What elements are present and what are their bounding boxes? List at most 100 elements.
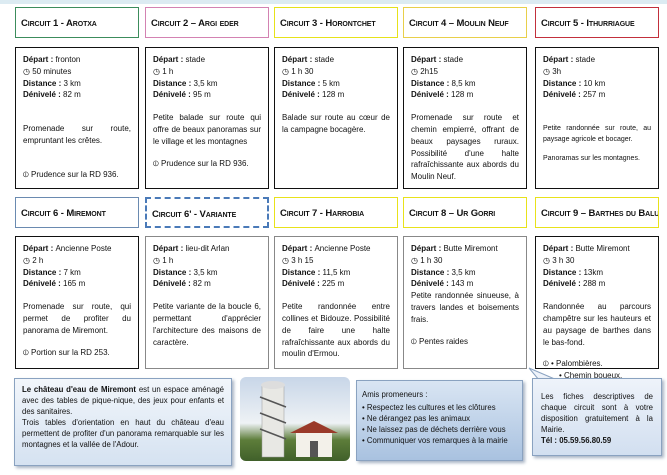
distance-label: Distance : [543, 267, 584, 277]
clock-icon: ◷ [282, 255, 292, 265]
duration-value: 3 h 15 [291, 255, 314, 265]
departure-label: Départ : [282, 55, 315, 64]
description: Balade sur route au cœur de la campagne … [282, 113, 390, 134]
warning-2: • Chemin boueux. [559, 371, 623, 381]
duration: ◷ 1 h 30 [282, 66, 390, 78]
circuit-header: Circuit 9 – Barthes du Baluar [535, 197, 659, 228]
amis-title: Amis promeneurs : [362, 390, 428, 399]
duration-value: 1 h 30 [291, 66, 314, 76]
description: Petite randonnée sur route, au paysage a… [543, 125, 651, 144]
elevation-label: Dénivelé : [153, 90, 194, 100]
duration-value: 1 h [162, 66, 174, 76]
departure-value: Butte Miremont [575, 244, 630, 253]
description: Promenade sur route, empruntant les crêt… [23, 124, 131, 145]
distance-value: 3 km [63, 78, 81, 88]
departure-label: Départ : [282, 244, 315, 253]
warning: ⦶ Pentes raides [411, 336, 519, 348]
warning-text: Portion sur la RD 253. [31, 347, 110, 357]
duration-value: 1 h 30 [420, 255, 443, 265]
elevation-value: 82 m [193, 279, 211, 289]
distance-value: 3,5 km [193, 78, 218, 88]
departure: Départ : stade [153, 54, 261, 66]
distance: Distance : 3 km [23, 78, 131, 90]
distance-value: 3,5 km [193, 267, 218, 277]
distance-label: Distance : [411, 78, 452, 88]
distance: Distance : 8,5 km [411, 78, 519, 90]
circuit-header: Circuit 5 - Ithurriague [535, 7, 659, 38]
duration-value: 3h [552, 66, 562, 76]
distance-label: Distance : [543, 78, 584, 88]
departure-label: Départ : [411, 244, 444, 253]
distance: Distance : 5 km [282, 78, 390, 90]
phone-number: Tél : 05.59.56.80.59 [541, 436, 612, 445]
distance: Distance : 11,5 km [282, 267, 390, 279]
departure-value: fronton [55, 55, 81, 64]
circuit-card: Départ : stade ◷ 3h Distance : 10 km Dénive… [535, 47, 659, 189]
amis-item: • Ne laissez pas de déchets derrière vou… [362, 425, 506, 434]
clock-icon: ◷ [282, 66, 292, 76]
duration-value: 2h15 [420, 66, 438, 76]
elevation-label: Dénivelé : [23, 90, 64, 100]
distance-value: 10 km [583, 78, 606, 88]
elevation: Dénivelé : 82 m [153, 278, 261, 290]
distance-label: Distance : [23, 78, 64, 88]
amis-item: • Respectez les cultures et les clôtures [362, 403, 496, 412]
amis-item: • Communiquer vos remarques à la mairie [362, 436, 508, 445]
duration-value: 2 h [32, 255, 44, 265]
circuit-card: Départ : fronton ◷ 50 minutes Distance : 3… [15, 47, 139, 189]
circuit-card: Départ : Butte Miremont ◷ 1 h 30 Distance … [403, 236, 527, 369]
top-band [0, 0, 667, 4]
departure: Départ : fronton [23, 54, 131, 66]
elevation-value: 288 m [583, 279, 606, 289]
water-tower-photo [240, 377, 350, 461]
elevation-value: 165 m [63, 279, 86, 289]
distance-label: Distance : [153, 78, 194, 88]
departure-label: Départ : [23, 55, 56, 64]
departure-label: Départ : [153, 55, 186, 64]
duration-value: 50 minutes [32, 66, 72, 76]
circuit-header: Circuit 6' - Variante [145, 197, 269, 228]
elevation: Dénivelé : 225 m [282, 278, 390, 290]
departure: Départ : stade [411, 54, 519, 66]
circuit-card: Départ : stade ◷ 1 h Distance : 3,5 km Déni… [145, 47, 269, 189]
warning-icon: ⦶ [23, 347, 32, 357]
clock-icon: ◷ [543, 255, 553, 265]
elevation-label: Dénivelé : [543, 279, 584, 289]
distance-label: Distance : [282, 267, 323, 277]
circuit-card: Départ : Butte Miremont ◷ 3 h 30 Distance … [535, 236, 659, 380]
elevation-value: 257 m [583, 90, 606, 100]
circuit-card: Départ : stade ◷ 1 h 30 Distance : 5 km Dén… [274, 47, 398, 189]
duration-value: 3 h 30 [552, 255, 575, 265]
duration-value: 1 h [162, 255, 174, 265]
warning-icon: ⦶ [543, 359, 552, 369]
duration: ◷ 2h15 [411, 66, 519, 78]
distance-label: Distance : [282, 78, 323, 88]
duration: ◷ 1 h [153, 255, 261, 267]
circuit-header: Circuit 1 - Arotxa [15, 7, 139, 38]
distance: Distance : 3,5 km [153, 267, 261, 279]
elevation-label: Dénivelé : [23, 279, 64, 289]
warning-text: Prudence sur la RD 936. [31, 169, 119, 179]
fiches-text: Les fiches descriptives de chaque circui… [541, 392, 653, 434]
circuit-card: Départ : stade ◷ 2h15 Distance : 8,5 km Dén… [403, 47, 527, 189]
departure: Départ : stade [282, 54, 390, 66]
elevation: Dénivelé : 143 m [411, 278, 519, 290]
duration: ◷ 3 h 30 [543, 255, 651, 267]
elevation-label: Dénivelé : [543, 90, 584, 100]
departure: Départ : lieu-dit Arlan [153, 243, 261, 255]
departure-value: Ancienne Poste [55, 244, 112, 253]
elevation: Dénivelé : 128 m [282, 89, 390, 101]
chateau-info-box: Le château d'eau de Miremont est un espa… [14, 378, 232, 466]
warning-icon: ⦶ [411, 336, 420, 346]
description: Petite randonnée entre collines et Bidou… [282, 302, 390, 359]
description-2: Panoramas sur les montagnes. [543, 155, 640, 163]
departure-value: stade [443, 55, 464, 64]
elevation-value: 225 m [322, 279, 345, 289]
warning: ⦶ • Palombières. [543, 358, 651, 370]
departure-label: Départ : [411, 55, 444, 64]
clock-icon: ◷ [23, 255, 33, 265]
elevation-value: 128 m [451, 90, 474, 100]
warning-text: Prudence sur la RD 936. [161, 158, 249, 168]
warning-text: • Palombières. [551, 359, 603, 369]
clock-icon: ◷ [153, 66, 163, 76]
